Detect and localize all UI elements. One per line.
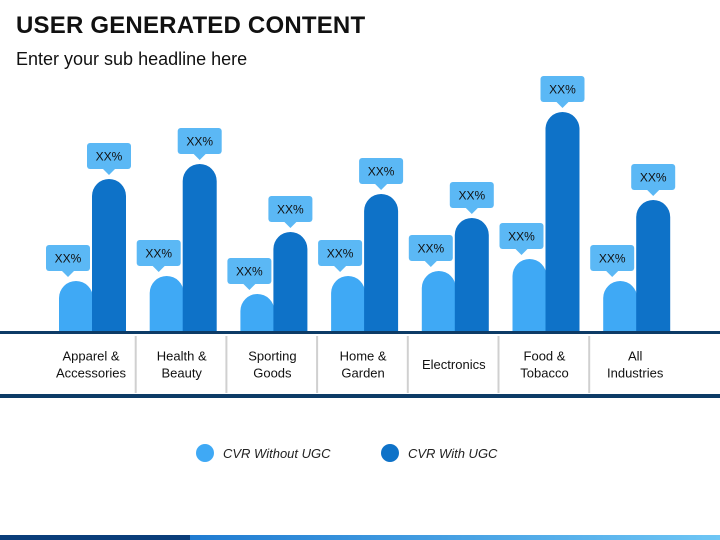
data-label: XX% <box>96 150 123 164</box>
callout-box <box>227 258 272 284</box>
footer-accent-bar-gradient <box>190 535 720 540</box>
callout-pointer <box>647 190 660 196</box>
data-label-without-ugc: XX% <box>46 245 90 277</box>
bar-without-ugc <box>240 294 275 331</box>
callout-pointer <box>606 271 619 277</box>
bar-with-ugc <box>182 164 217 331</box>
chart-baseline <box>0 331 720 334</box>
bar-without-ugc <box>512 259 547 331</box>
data-label-with-ugc: XX% <box>87 143 131 175</box>
callout-box <box>631 164 676 190</box>
data-label-with-ugc: XX% <box>177 128 222 160</box>
bar-without-ugc <box>331 276 366 331</box>
callout-pointer <box>375 184 388 190</box>
category-label: Goods <box>253 366 292 381</box>
callout-box <box>177 128 222 154</box>
data-label: XX% <box>327 247 354 261</box>
data-label-without-ugc: XX% <box>136 240 181 272</box>
callout-pointer <box>152 266 165 272</box>
data-label: XX% <box>277 203 304 217</box>
data-label-without-ugc: XX% <box>318 240 363 272</box>
data-label: XX% <box>368 165 395 179</box>
bar-with-ugc <box>545 112 580 331</box>
callout-box <box>540 76 585 102</box>
callout-pointer <box>556 102 569 108</box>
bar-without-ugc <box>149 276 184 331</box>
data-label-without-ugc: XX% <box>227 258 272 290</box>
legend-label-without-ugc: CVR Without UGC <box>223 445 331 461</box>
data-label-with-ugc: XX% <box>631 164 676 196</box>
data-label: XX% <box>458 189 485 203</box>
callout-box <box>408 235 453 261</box>
callout-box <box>268 196 313 222</box>
page-subtitle: Enter your sub headline here <box>16 49 248 69</box>
legend-item-without-ugc: CVR Without UGC <box>196 444 331 462</box>
bar-without-ugc <box>59 281 93 331</box>
category-label: Food & <box>524 349 566 364</box>
data-label: XX% <box>599 252 626 266</box>
data-label-with-ugc: XX% <box>359 158 404 190</box>
legend-item-with-ugc: CVR With UGC <box>381 444 497 462</box>
callout-box <box>318 240 363 266</box>
category-label: Health & <box>157 349 207 364</box>
callout-pointer <box>193 154 206 160</box>
category-label: Beauty <box>161 366 202 381</box>
callout-pointer <box>424 261 437 267</box>
category-label: Home & <box>340 349 387 364</box>
bar-with-ugc <box>364 194 399 331</box>
category-label: All <box>628 349 643 364</box>
data-label: XX% <box>508 230 535 244</box>
data-label-with-ugc: XX% <box>540 76 585 108</box>
category-label: Industries <box>607 366 664 381</box>
data-label: XX% <box>640 171 667 185</box>
callout-pointer <box>515 249 528 255</box>
data-label-with-ugc: XX% <box>449 182 494 214</box>
bar-with-ugc <box>273 232 308 331</box>
callout-box <box>87 143 131 169</box>
callout-pointer <box>334 266 347 272</box>
bar-with-ugc <box>92 179 126 331</box>
category-label: Sporting <box>248 349 296 364</box>
bar-chart: XX% XX% Apparel & Accessories XX% XX% Health &… <box>0 76 720 398</box>
legend-swatch-without-ugc <box>196 444 214 462</box>
data-label: XX% <box>145 247 172 261</box>
legend-swatch-with-ugc <box>381 444 399 462</box>
page-title: USER GENERATED CONTENT <box>16 12 366 39</box>
callout-pointer <box>284 222 297 228</box>
data-label: XX% <box>55 252 82 266</box>
callout-box <box>46 245 90 271</box>
category-label: Accessories <box>56 366 127 381</box>
data-label: XX% <box>236 265 263 279</box>
bar-with-ugc <box>454 218 489 331</box>
category-label: Tobacco <box>520 366 568 381</box>
data-label-without-ugc: XX% <box>408 235 453 267</box>
bar-without-ugc <box>603 281 638 331</box>
data-label: XX% <box>186 135 213 149</box>
bar-with-ugc <box>636 200 671 331</box>
data-label-with-ugc: XX% <box>268 196 313 228</box>
callout-box <box>449 182 494 208</box>
footer-accent-bar-dark <box>0 535 190 540</box>
category-label: Electronics <box>422 357 486 372</box>
callout-box <box>359 158 404 184</box>
data-label-without-ugc: XX% <box>499 223 544 255</box>
data-label: XX% <box>549 83 576 97</box>
table-bottom-rule <box>0 394 720 398</box>
callout-pointer <box>243 284 256 290</box>
legend-label-with-ugc: CVR With UGC <box>408 445 498 461</box>
category-label: Garden <box>341 366 384 381</box>
callout-pointer <box>465 208 478 214</box>
callout-box <box>590 245 635 271</box>
callout-pointer <box>62 271 74 277</box>
bar-without-ugc <box>421 271 456 331</box>
callout-box <box>499 223 544 249</box>
category-label: Apparel & <box>62 349 119 364</box>
data-label: XX% <box>417 242 444 256</box>
callout-pointer <box>103 169 115 175</box>
data-label-without-ugc: XX% <box>590 245 635 277</box>
callout-box <box>136 240 181 266</box>
